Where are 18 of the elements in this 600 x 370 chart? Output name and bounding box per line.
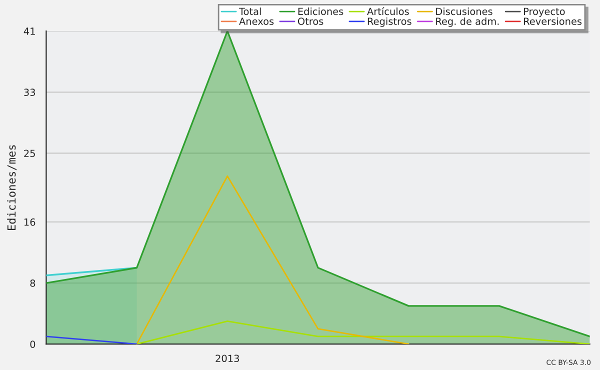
legend-label: Ediciones xyxy=(298,8,344,16)
legend-label: Reg. de adm. xyxy=(436,17,499,27)
x-tick-label: 2013 xyxy=(216,354,239,362)
y-tick-label: 25 xyxy=(24,150,35,158)
y-tick-label: 33 xyxy=(24,88,36,96)
legend-label: Anexos xyxy=(239,18,274,25)
y-tick-label: 16 xyxy=(24,218,36,226)
legend-label: Proyecto xyxy=(524,8,565,17)
y-tick-label: 41 xyxy=(24,28,35,35)
legend-label: Otros xyxy=(298,18,324,25)
y-tick-label: 8 xyxy=(30,280,36,287)
legend-label: Reversiones xyxy=(524,17,582,25)
legend-label: Total xyxy=(238,8,261,16)
legend-label: Discusiones xyxy=(436,8,492,16)
legend-label: Artículos xyxy=(367,7,409,16)
y-axis-title: Ediciones/mes xyxy=(7,145,17,230)
y-tick-label: 0 xyxy=(30,340,36,348)
legend-label: Registros xyxy=(368,17,412,27)
